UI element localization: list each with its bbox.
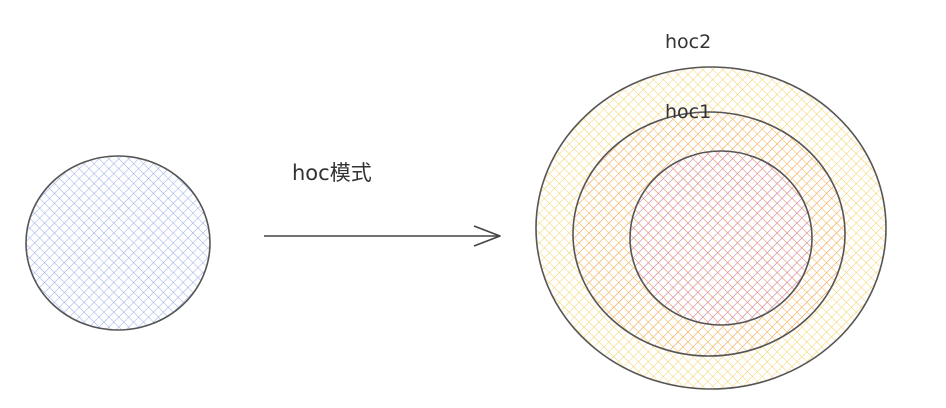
left-circle (25, 155, 211, 331)
arrow-label: hoc模式 (292, 161, 372, 185)
transform-arrow (264, 225, 501, 247)
outer-ring-label: hoc2 (665, 31, 711, 53)
middle-ring-label: hoc1 (665, 101, 711, 123)
inner-circle (629, 150, 813, 326)
